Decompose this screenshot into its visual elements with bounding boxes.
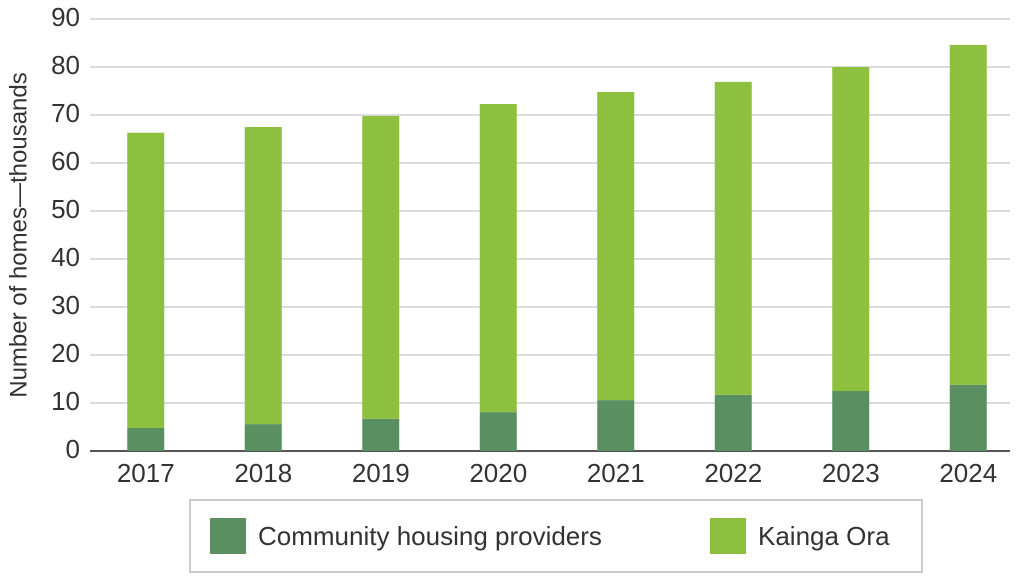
bar-segment xyxy=(832,391,870,451)
y-tick-label: 70 xyxy=(51,98,80,128)
bar-segment xyxy=(127,427,165,451)
y-tick-label: 60 xyxy=(51,146,80,176)
y-tick-label: 50 xyxy=(51,194,80,224)
bar-segment xyxy=(362,418,400,451)
y-tick-label: 10 xyxy=(51,386,80,416)
bar-segment xyxy=(244,127,282,425)
bar-segment xyxy=(597,400,635,451)
y-tick-label: 30 xyxy=(51,290,80,320)
y-tick-label: 0 xyxy=(66,434,80,464)
y-axis-label: Number of homes—thousands xyxy=(5,72,32,398)
x-tick-label: 2021 xyxy=(587,458,645,488)
legend-label: Kainga Ora xyxy=(758,521,890,551)
bar-segment xyxy=(244,424,282,451)
x-tick-label: 2020 xyxy=(469,458,527,488)
bar-segment xyxy=(714,394,752,451)
bar-segment xyxy=(949,44,987,385)
bar-segment xyxy=(479,103,517,413)
legend-swatch xyxy=(210,518,246,554)
bar-segment xyxy=(714,81,752,395)
y-tick-label: 20 xyxy=(51,338,80,368)
y-tick-label: 80 xyxy=(51,50,80,80)
y-tick-label: 40 xyxy=(51,242,80,272)
x-tick-label: 2023 xyxy=(822,458,880,488)
x-tick-label: 2024 xyxy=(939,458,997,488)
legend-label: Community housing providers xyxy=(258,521,602,551)
x-tick-label: 2017 xyxy=(117,458,175,488)
y-tick-label: 90 xyxy=(51,2,80,32)
x-tick-label: 2022 xyxy=(704,458,762,488)
legend-swatch xyxy=(710,518,746,554)
bar-segment xyxy=(362,115,400,419)
legend-box xyxy=(189,499,923,573)
bar-segment xyxy=(949,384,987,451)
bar-segment xyxy=(832,67,870,391)
x-tick-label: 2019 xyxy=(352,458,410,488)
bar-segment xyxy=(479,412,517,451)
bar-segment xyxy=(127,132,165,428)
bar-segment xyxy=(597,91,635,401)
x-tick-label: 2018 xyxy=(234,458,292,488)
